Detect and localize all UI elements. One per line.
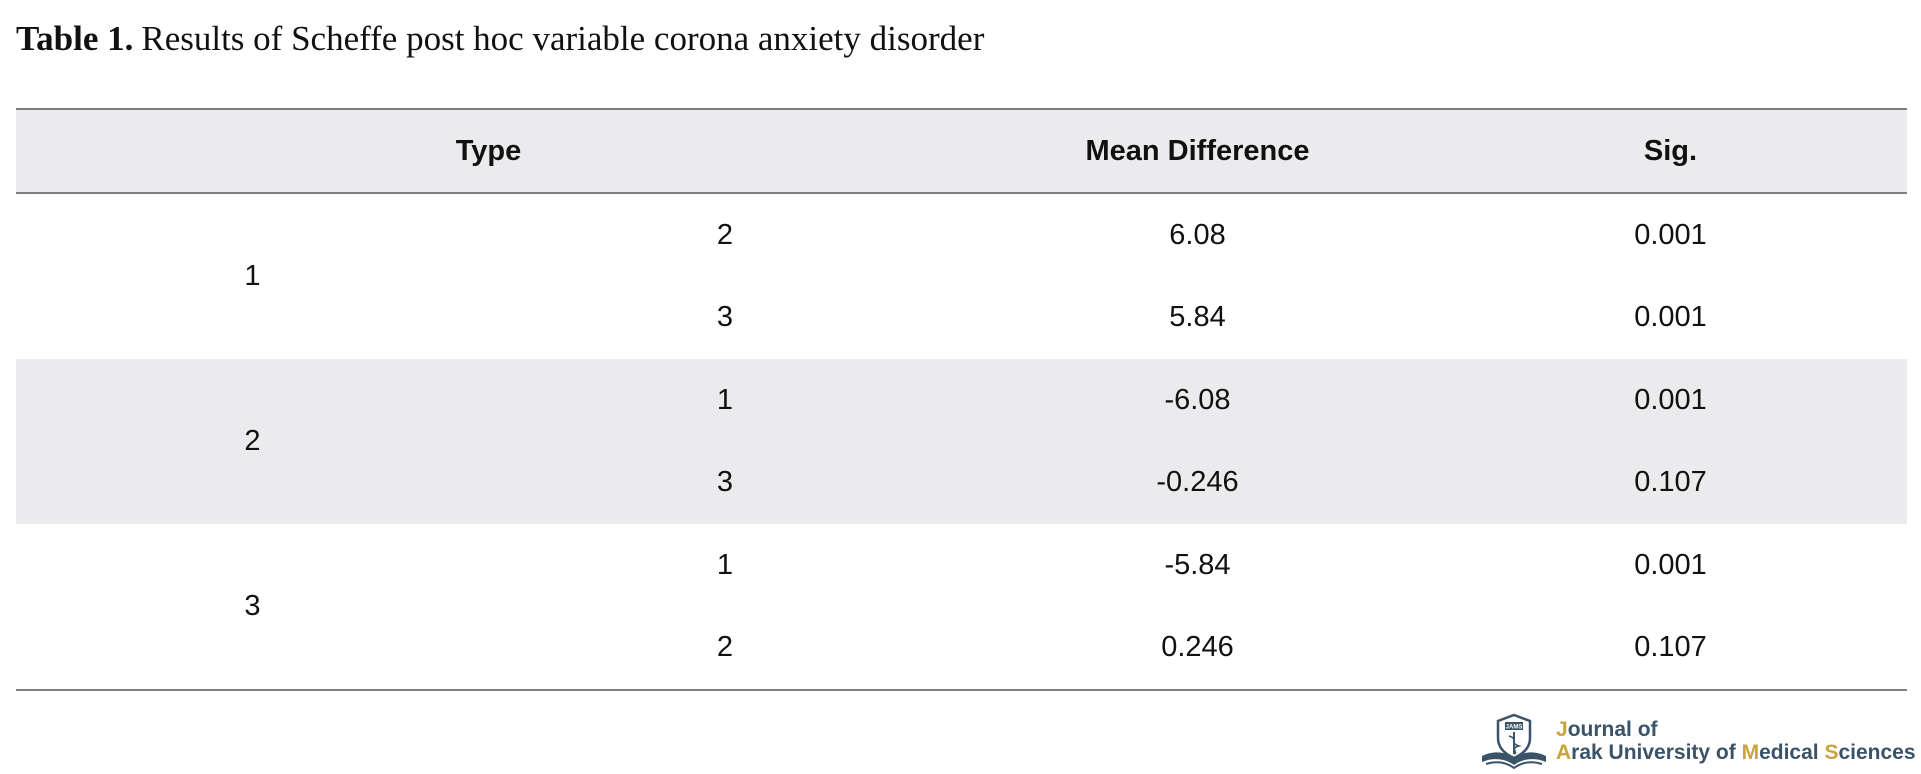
- table-row: 1 -6.08 0.001: [16, 359, 1907, 441]
- table-row: 1 -5.84 0.001: [16, 524, 1907, 606]
- cell-mean-difference: -6.08: [1164, 384, 1231, 416]
- table-group-2: 2 1 -6.08 0.001 3 -0.246 0.107: [16, 359, 1907, 524]
- cell-comparison-type: 2: [716, 631, 734, 663]
- table-row: 3 -0.246 0.107: [16, 441, 1907, 523]
- cell-mean-difference: 6.08: [1169, 219, 1226, 251]
- header-type: Type: [455, 135, 522, 167]
- results-table: Type Mean Difference Sig. 1 2 6.08 0.001…: [16, 108, 1907, 691]
- cell-comparison-type: 2: [716, 219, 734, 251]
- cell-sig: 0.001: [1634, 384, 1707, 416]
- cell-mean-difference: -5.84: [1164, 549, 1231, 581]
- table-row: 2 0.246 0.107: [16, 606, 1907, 688]
- caption-text: Results of Scheffe post hoc variable cor…: [141, 19, 985, 58]
- cell-sig: 0.001: [1634, 219, 1707, 251]
- group-label: 1: [244, 260, 261, 292]
- table-header: Type Mean Difference Sig.: [16, 110, 1907, 194]
- cell-mean-difference: -0.246: [1156, 466, 1239, 498]
- cell-sig: 0.107: [1634, 631, 1707, 663]
- table-group-1: 1 2 6.08 0.001 3 5.84 0.001: [16, 194, 1907, 359]
- group-label: 3: [244, 590, 261, 622]
- journal-name: Journal of Arak University of Medical Sc…: [1556, 718, 1916, 764]
- table-group-3: 3 1 -5.84 0.001 2 0.246 0.107: [16, 524, 1907, 689]
- cell-sig: 0.001: [1634, 549, 1707, 581]
- journal-logo: JAMS Journal of Arak University of Medic…: [1478, 712, 1916, 770]
- journal-name-line1: Journal of: [1556, 718, 1658, 741]
- cell-mean-difference: 5.84: [1169, 301, 1226, 333]
- cell-mean-difference: 0.246: [1161, 631, 1234, 663]
- caption-label: Table 1.: [16, 19, 134, 58]
- header-mean-difference: Mean Difference: [1085, 135, 1310, 167]
- group-label: 2: [244, 425, 261, 457]
- cell-comparison-type: 1: [716, 549, 734, 581]
- table-row: 2 6.08 0.001: [16, 194, 1907, 276]
- journal-emblem-icon: JAMS: [1482, 713, 1546, 770]
- cell-sig: 0.001: [1634, 301, 1707, 333]
- svg-text:JAMS: JAMS: [1506, 725, 1523, 731]
- table-caption: Table 1. Results of Scheffe post hoc vari…: [16, 14, 984, 64]
- cell-comparison-type: 1: [716, 384, 734, 416]
- table-row: 3 5.84 0.001: [16, 276, 1907, 358]
- journal-name-line2: Arak University of Medical Sciences: [1556, 741, 1916, 764]
- header-sig: Sig.: [1643, 135, 1698, 167]
- cell-comparison-type: 3: [716, 301, 734, 333]
- cell-comparison-type: 3: [716, 466, 734, 498]
- cell-sig: 0.107: [1634, 466, 1707, 498]
